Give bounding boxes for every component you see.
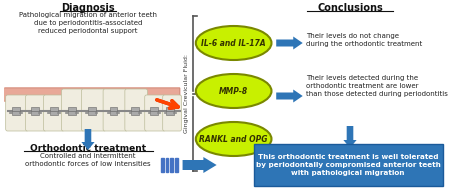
Polygon shape xyxy=(165,158,168,172)
Bar xyxy=(131,107,139,115)
Bar xyxy=(31,107,39,115)
Polygon shape xyxy=(175,158,178,172)
Text: This orthodontic treatment is well tolerated
by periodontally compromised anteri: This orthodontic treatment is well toler… xyxy=(255,154,440,176)
FancyBboxPatch shape xyxy=(82,89,106,131)
Bar xyxy=(50,107,58,115)
Text: Orthodontic treatment: Orthodontic treatment xyxy=(30,144,146,153)
FancyBboxPatch shape xyxy=(44,95,64,131)
FancyBboxPatch shape xyxy=(254,144,443,186)
Polygon shape xyxy=(82,129,95,150)
Text: IL-6 and IL-17A: IL-6 and IL-17A xyxy=(201,39,266,48)
Polygon shape xyxy=(276,90,303,103)
Bar xyxy=(68,107,76,115)
Text: Gingival Crevicular Fluid:: Gingival Crevicular Fluid: xyxy=(184,54,189,133)
FancyBboxPatch shape xyxy=(62,89,84,131)
Ellipse shape xyxy=(196,26,272,60)
FancyBboxPatch shape xyxy=(6,95,28,131)
Text: Diagnosis: Diagnosis xyxy=(61,3,115,13)
FancyBboxPatch shape xyxy=(103,89,128,131)
Text: Controlled and intermittent
orthodontic forces of low intensities: Controlled and intermittent orthodontic … xyxy=(25,153,151,167)
Polygon shape xyxy=(343,126,356,148)
Text: Their levels detected during the
orthodontic treatment are lower
than those dete: Their levels detected during the orthodo… xyxy=(307,75,448,97)
Ellipse shape xyxy=(196,122,272,156)
Polygon shape xyxy=(276,36,303,49)
Bar xyxy=(166,107,174,115)
Polygon shape xyxy=(182,157,217,173)
Text: Their levels do not change
during the orthodontic treatment: Their levels do not change during the or… xyxy=(307,33,423,47)
FancyArrowPatch shape xyxy=(157,100,178,108)
Text: Conclusions: Conclusions xyxy=(317,3,383,13)
Polygon shape xyxy=(5,88,180,114)
Bar xyxy=(12,107,20,115)
Bar xyxy=(109,107,117,115)
Ellipse shape xyxy=(196,74,272,108)
FancyBboxPatch shape xyxy=(163,95,182,131)
Polygon shape xyxy=(170,158,173,172)
Text: Pathological migration of anterior teeth
due to periodontitis-associated
reduced: Pathological migration of anterior teeth… xyxy=(19,12,157,33)
FancyBboxPatch shape xyxy=(125,89,147,131)
FancyBboxPatch shape xyxy=(26,95,46,131)
FancyBboxPatch shape xyxy=(145,95,165,131)
Bar xyxy=(88,107,96,115)
Bar xyxy=(150,107,158,115)
Polygon shape xyxy=(161,158,164,172)
Text: RANKL and OPG: RANKL and OPG xyxy=(200,134,268,143)
Text: MMP-8: MMP-8 xyxy=(219,87,248,96)
